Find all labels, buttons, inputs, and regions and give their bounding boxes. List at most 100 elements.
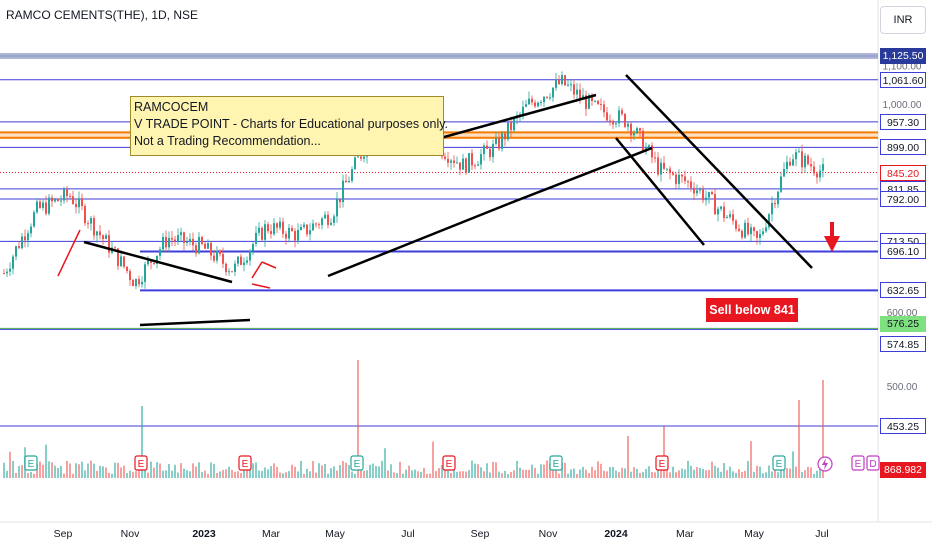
candle-body xyxy=(471,153,473,166)
volume-bar xyxy=(762,473,764,478)
volume-bar xyxy=(3,462,5,478)
volume-bar xyxy=(570,469,572,478)
volume-bar xyxy=(162,470,164,478)
candle-body xyxy=(759,234,761,238)
volume-bar xyxy=(114,462,116,478)
time-axis-label: Sep xyxy=(470,528,490,540)
note-line: RAMCOCEM xyxy=(134,100,209,114)
volume-bar xyxy=(705,470,707,478)
volume-bar xyxy=(606,471,608,478)
volume-bar xyxy=(414,469,416,478)
volume-bar xyxy=(60,465,62,478)
volume-bar xyxy=(168,464,170,478)
candle-body xyxy=(342,180,344,203)
trendlines xyxy=(57,74,813,327)
candle-body xyxy=(777,191,779,205)
candle-body xyxy=(114,247,116,249)
candle-body xyxy=(339,199,341,203)
volume-bar xyxy=(267,469,269,478)
candle-body xyxy=(696,190,698,194)
candle-body xyxy=(240,256,242,265)
candle-body xyxy=(528,98,530,105)
candle-body xyxy=(603,104,605,113)
volume-bar xyxy=(30,471,32,478)
volume-bar xyxy=(372,463,374,478)
candle-body xyxy=(234,263,236,272)
candle-body xyxy=(207,243,209,249)
volume-bar xyxy=(525,469,527,478)
candle-body xyxy=(30,226,32,234)
candle-body xyxy=(96,231,98,236)
price-label: 845.20 xyxy=(880,164,926,181)
volume-bar xyxy=(597,461,599,478)
candle-body xyxy=(723,206,725,219)
volume-bar xyxy=(711,461,713,478)
candle-body xyxy=(642,130,644,152)
sell-label: Sell below 841 xyxy=(706,298,798,322)
volume-bar xyxy=(417,471,419,478)
volume-bar xyxy=(153,467,155,478)
candle-body xyxy=(486,145,488,149)
note-line: V TRADE POINT - Charts for Educational p… xyxy=(134,117,449,131)
volume-bar xyxy=(510,471,512,478)
volume-bar xyxy=(807,466,809,478)
candle-body xyxy=(654,157,656,159)
candle-body xyxy=(552,87,554,98)
volume-bar xyxy=(681,468,683,478)
volume-bar xyxy=(288,471,290,478)
candle-body xyxy=(678,174,680,184)
candle-body xyxy=(549,97,551,99)
time-axis-label: Jul xyxy=(401,528,415,540)
event-marker-box xyxy=(655,455,669,471)
candle-body xyxy=(651,145,653,158)
trendline xyxy=(625,74,813,269)
candle-body xyxy=(324,214,326,219)
candle-body xyxy=(102,235,104,240)
candle-body xyxy=(276,223,278,228)
candle-body xyxy=(45,202,47,214)
volume-bar xyxy=(564,462,566,478)
candle-body xyxy=(507,122,509,140)
volume-bar xyxy=(441,465,443,478)
candle-body xyxy=(39,201,41,209)
volume-bar xyxy=(537,473,539,478)
candle-body xyxy=(582,95,584,99)
candle-body xyxy=(321,218,323,226)
volume-bar xyxy=(774,465,776,478)
volume-bar xyxy=(717,467,719,478)
volume-bar xyxy=(285,472,287,478)
event-marker: E xyxy=(655,455,669,471)
candle-body xyxy=(249,250,251,261)
candle-body xyxy=(141,281,143,285)
volume-bar xyxy=(129,470,131,478)
candle-body xyxy=(810,164,812,167)
candle-body xyxy=(483,145,485,155)
volume-bar xyxy=(51,462,53,478)
volume-bar xyxy=(12,461,14,478)
candle-body xyxy=(222,254,224,264)
candle-body xyxy=(303,224,305,228)
volume-bar xyxy=(624,468,626,478)
volume-bar xyxy=(222,470,224,478)
candle-body xyxy=(639,128,641,131)
candle-body xyxy=(12,256,14,269)
candle-body xyxy=(783,169,785,177)
volume-bar xyxy=(72,473,74,478)
volume-bar xyxy=(186,470,188,478)
candle-body xyxy=(336,199,338,217)
candle-body xyxy=(720,206,722,209)
volume-bar xyxy=(246,466,248,478)
candle-body xyxy=(351,169,353,181)
currency-selector[interactable]: INR xyxy=(880,6,926,34)
candle-body xyxy=(87,223,89,225)
candle-body xyxy=(633,133,635,136)
volume-bar xyxy=(345,462,347,478)
volume-bar xyxy=(204,470,206,478)
volume-bar xyxy=(156,462,158,478)
volume-bar xyxy=(228,466,230,478)
volume-bar xyxy=(261,470,263,478)
price-label: 696.10 xyxy=(880,243,926,260)
candle-body xyxy=(687,181,689,183)
candle-body xyxy=(675,174,677,184)
